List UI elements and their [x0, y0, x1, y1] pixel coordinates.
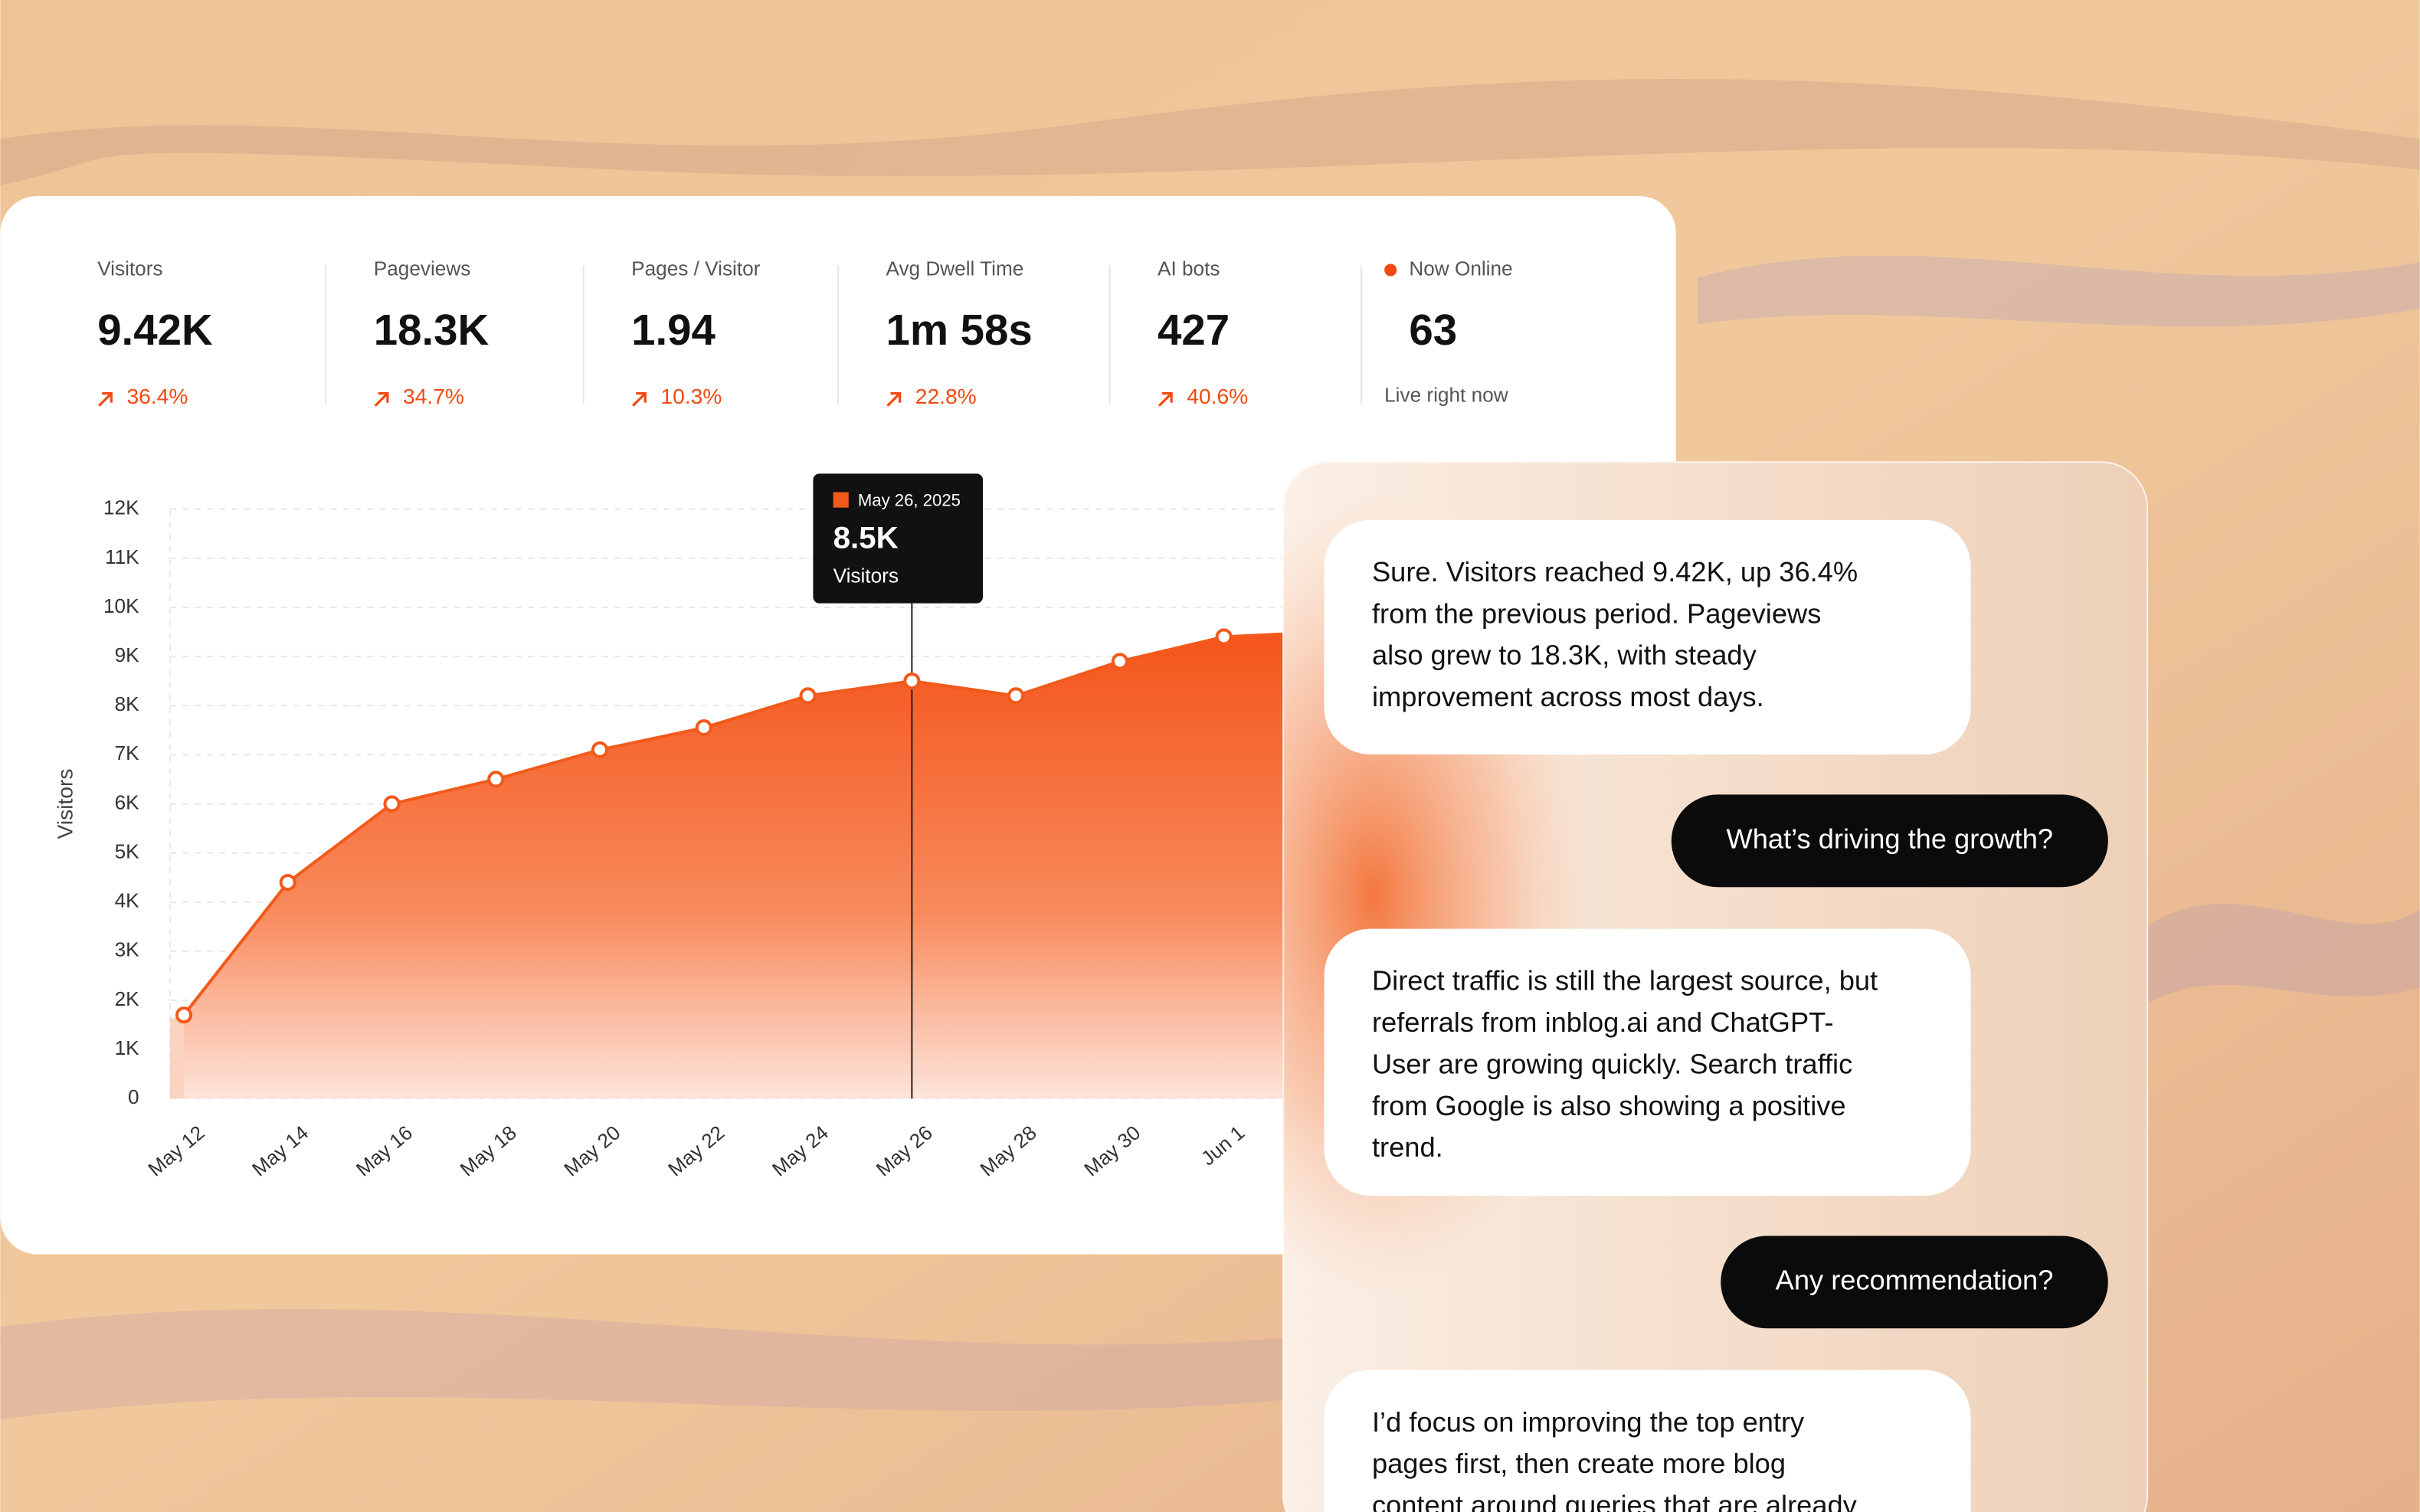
assistant-message-line: I’d focus on improving the top entry — [1372, 1406, 1805, 1438]
point — [1111, 653, 1128, 670]
assistant-bubble — [1324, 519, 1971, 754]
stat-value: 1m 58s — [886, 306, 1033, 354]
stat-label: AI bots — [1158, 257, 1220, 280]
point — [175, 1006, 193, 1024]
point — [279, 873, 296, 892]
user-message: What’s driving the growth? — [1727, 823, 2053, 854]
y-tick-label: 9K — [115, 643, 140, 666]
assistant-message-line: content around queries that are already — [1372, 1490, 1858, 1512]
y-tick-label: 0 — [128, 1085, 139, 1108]
stat-value: 18.3K — [374, 306, 490, 354]
point — [487, 771, 505, 788]
stat-label: Pages / Visitor — [631, 257, 761, 280]
user-bubble — [1721, 1235, 2108, 1329]
y-tick-label: 6K — [115, 790, 140, 813]
tooltip — [813, 473, 983, 604]
stat-change: 10.3% — [660, 384, 722, 408]
point — [799, 687, 817, 705]
y-tick-label: 5K — [115, 839, 140, 862]
point — [1215, 628, 1233, 646]
dashboard-card: Visitors 9.42K 36.4% Pageviews 18.3K 34.7% Pag… — [0, 195, 1676, 1255]
y-tick-label: 7K — [115, 741, 140, 764]
tooltip-label: Visitors — [833, 564, 899, 587]
assistant-message-line: referrals from inblog.ai and ChatGPT- — [1372, 1006, 1833, 1038]
stat-label: Avg Dwell Time — [886, 257, 1024, 280]
tooltip-value: 8.5K — [833, 521, 899, 555]
point — [383, 795, 401, 813]
stat-change: 34.7% — [403, 384, 464, 408]
trend-icon — [1158, 392, 1173, 407]
trend-icon — [374, 392, 389, 407]
area — [184, 632, 1328, 1099]
assistant-message-line: pages first, then create more blog — [1372, 1448, 1786, 1479]
trend-icon — [98, 392, 113, 407]
assistant-bubble — [1324, 928, 1971, 1196]
stat-note: Live right now — [1384, 384, 1508, 407]
stat-change: 22.8% — [915, 384, 977, 408]
line — [182, 630, 1328, 1016]
stat-label: Visitors — [97, 257, 162, 280]
tooltip-title: May 26, 2025 — [858, 490, 961, 509]
assistant-message-line: improvement across most days. — [1372, 681, 1764, 712]
assistant-message-line: from the previous period. Pageviews — [1372, 597, 1821, 629]
stat-value: 427 — [1158, 306, 1230, 354]
area-edge — [169, 1018, 184, 1099]
y-tick-label: 11K — [105, 545, 139, 568]
assistant-message-line: also grew to 18.3K, with steady — [1372, 640, 1757, 671]
assistant-message-line: from Google is also showing a positive — [1372, 1090, 1846, 1121]
assistant-message-line: Direct traffic is still the largest sour… — [1372, 965, 1878, 997]
chat-panel: Sure. Visitors reached 9.42K, up 36.4% fr… — [1282, 461, 2149, 1512]
y-tick-label: 4K — [115, 889, 140, 912]
stat-label: Now Online — [1409, 257, 1512, 280]
assistant-message-line: User are growing quickly. Search traffic — [1372, 1048, 1852, 1079]
stat-change: 36.4% — [126, 384, 188, 408]
stat-value: 63 — [1409, 306, 1457, 354]
y-tick-label: 3K — [115, 938, 140, 961]
y-tick-label: 10K — [103, 594, 139, 617]
stat-label: Pageviews — [374, 257, 471, 280]
assistant-message-line: trend. — [1372, 1131, 1443, 1163]
assistant-message-line: Sure. Visitors reached 9.42K, up 36.4% — [1372, 556, 1858, 587]
y-tick-label: 2K — [115, 987, 140, 1010]
y-axis-label: Visitors — [52, 768, 77, 839]
y-tick-label: 1K — [115, 1036, 140, 1059]
stat-change: 40.6% — [1187, 384, 1248, 408]
point — [903, 673, 921, 690]
user-bubble — [1671, 794, 2108, 888]
y-tick-label: 8K — [115, 692, 140, 715]
stat-value: 9.42K — [97, 306, 213, 354]
user-message: Any recommendation? — [1776, 1264, 2054, 1295]
tooltip-swatch — [833, 492, 849, 508]
y-tick-label: 12K — [103, 496, 139, 519]
stat-value: 1.94 — [631, 306, 716, 354]
panel-border — [1282, 461, 2149, 1512]
texture — [0, 79, 2420, 1420]
trend-icon — [632, 392, 647, 407]
point — [591, 741, 609, 758]
trend-icon — [886, 392, 902, 407]
point — [1007, 687, 1025, 705]
assistant-bubble — [1324, 1370, 1971, 1512]
point — [695, 718, 712, 737]
online-dot — [1384, 263, 1397, 277]
